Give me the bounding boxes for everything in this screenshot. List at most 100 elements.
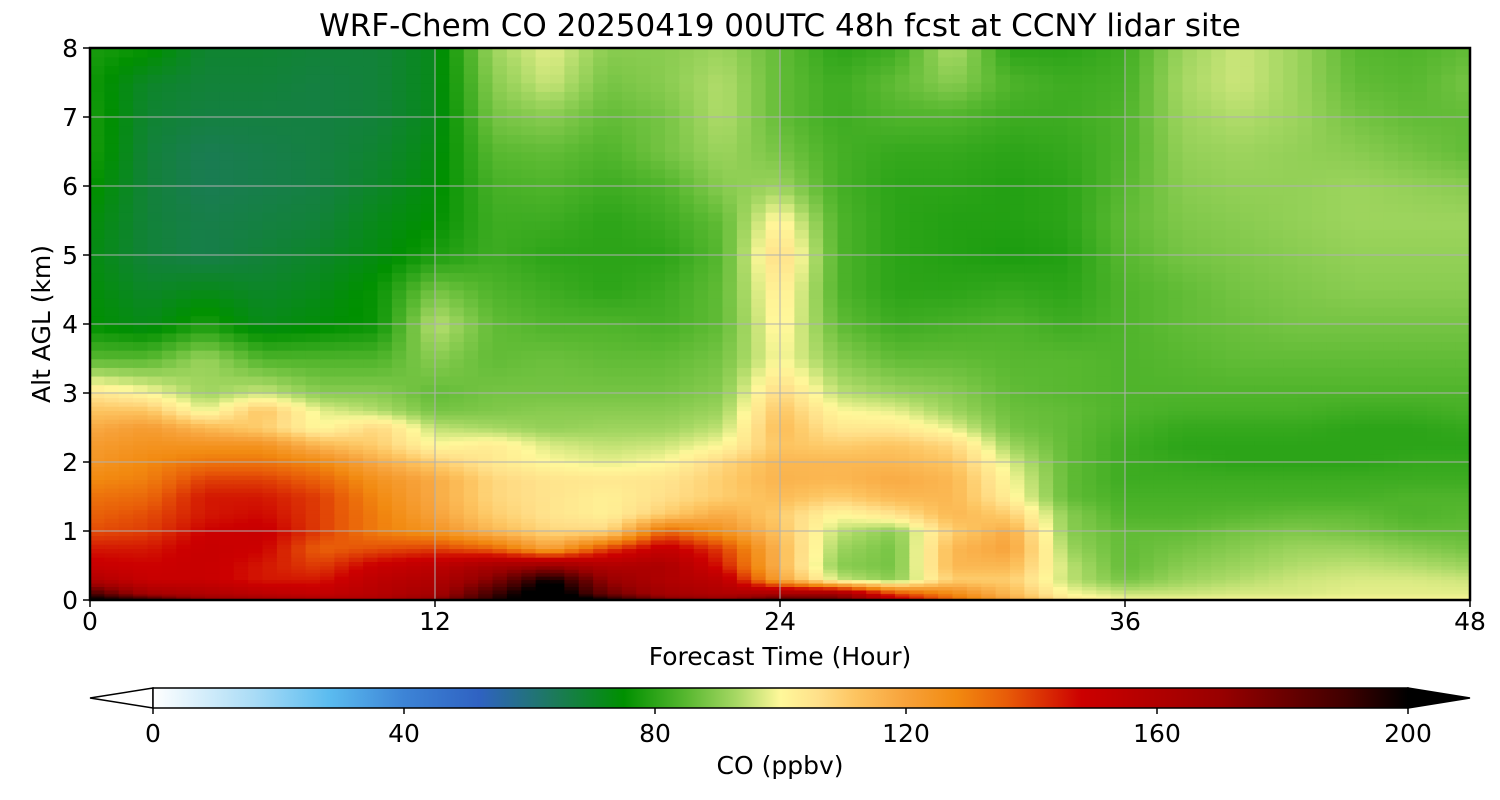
heatmap-cell xyxy=(406,589,422,594)
heatmap-cell xyxy=(420,561,436,567)
heatmap-cell xyxy=(966,500,983,506)
heatmap-cell xyxy=(578,423,594,429)
heatmap-cell xyxy=(1340,457,1356,463)
heatmap-cell xyxy=(1369,505,1385,511)
heatmap-cell xyxy=(535,575,551,581)
heatmap-cell xyxy=(1268,575,1284,581)
heatmap-cell xyxy=(823,596,839,600)
heatmap-cell xyxy=(521,505,537,511)
heatmap-cell xyxy=(1053,487,1069,493)
heatmap-cell xyxy=(521,479,537,485)
heatmap-cell xyxy=(1455,449,1471,455)
heatmap-cell xyxy=(1340,582,1356,587)
heatmap-cell xyxy=(1369,410,1385,416)
heatmap-cell xyxy=(895,431,911,437)
heatmap-cell xyxy=(1096,466,1112,472)
heatmap-cell xyxy=(305,518,321,524)
heatmap-cell xyxy=(1067,466,1083,472)
heatmap-cell xyxy=(895,518,911,524)
heatmap-cell xyxy=(176,552,192,558)
heatmap-cell xyxy=(449,496,465,502)
heatmap-cell xyxy=(1398,401,1414,407)
heatmap-cell xyxy=(1383,531,1399,537)
heatmap-cell xyxy=(650,568,666,574)
heatmap-cell xyxy=(1398,572,1414,577)
heatmap-cell xyxy=(506,594,523,598)
heatmap-cell xyxy=(851,453,868,459)
heatmap-cell xyxy=(593,453,609,459)
heatmap-cell xyxy=(895,487,911,493)
heatmap-cell xyxy=(952,561,968,567)
heatmap-cell xyxy=(981,586,997,591)
heatmap-cell xyxy=(1369,436,1385,442)
heatmap-cell xyxy=(463,509,479,515)
heatmap-cell xyxy=(837,500,853,506)
heatmap-cell xyxy=(708,548,724,554)
heatmap-cell xyxy=(176,410,192,416)
heatmap-cell xyxy=(1311,522,1328,528)
heatmap-cell xyxy=(1038,470,1054,476)
heatmap-cell xyxy=(205,505,221,511)
heatmap-cell xyxy=(1441,393,1457,399)
heatmap-cell xyxy=(578,401,594,407)
heatmap-cell xyxy=(679,405,695,412)
heatmap-cell xyxy=(1297,556,1313,562)
heatmap-cell xyxy=(837,561,853,567)
heatmap-cell xyxy=(262,552,278,558)
heatmap-cell xyxy=(1355,526,1371,532)
heatmap-cell xyxy=(693,440,709,446)
heatmap-cell xyxy=(665,418,681,424)
heatmap-cell xyxy=(1311,552,1328,558)
heatmap-cell xyxy=(621,414,638,420)
heatmap-cell xyxy=(1081,440,1098,446)
heatmap-cell xyxy=(118,535,134,541)
heatmap-cell xyxy=(363,572,379,577)
heatmap-cell xyxy=(219,561,235,567)
heatmap-cell xyxy=(909,457,925,463)
heatmap-cell xyxy=(923,522,939,528)
heatmap-cell xyxy=(90,509,106,515)
heatmap-cell xyxy=(219,440,235,446)
heatmap-cell xyxy=(1355,513,1371,519)
heatmap-cell xyxy=(1110,449,1126,455)
heatmap-cell xyxy=(334,505,350,511)
heatmap-cell xyxy=(161,470,178,476)
heatmap-cell xyxy=(233,453,249,459)
heatmap-cell xyxy=(1398,596,1414,600)
heatmap-cell xyxy=(923,535,939,541)
heatmap-cell xyxy=(1168,397,1184,403)
heatmap-cell xyxy=(1024,496,1040,502)
heatmap-cell xyxy=(147,414,163,420)
heatmap-cell xyxy=(736,513,753,519)
heatmap-cell xyxy=(578,526,594,532)
heatmap-cell xyxy=(334,596,350,600)
heatmap-cell xyxy=(1067,535,1083,541)
heatmap-cell xyxy=(1211,572,1227,577)
heatmap-cell xyxy=(1182,496,1198,502)
heatmap-cell xyxy=(794,474,810,481)
heatmap-cell xyxy=(521,531,537,537)
heatmap-cell xyxy=(233,572,249,577)
heatmap-cell xyxy=(1139,565,1155,570)
heatmap-cell xyxy=(909,572,925,577)
heatmap-cell xyxy=(808,436,824,442)
heatmap-cell xyxy=(435,479,451,485)
heatmap-cell xyxy=(550,492,566,498)
heatmap-cell xyxy=(435,531,451,537)
heatmap-cell xyxy=(1455,479,1471,485)
heatmap-cell xyxy=(435,410,451,416)
heatmap-cell xyxy=(1225,518,1241,524)
heatmap-cell xyxy=(1153,526,1169,532)
heatmap-cell xyxy=(1081,483,1098,489)
heatmap-cell xyxy=(1412,572,1428,577)
heatmap-cell xyxy=(1283,505,1299,511)
heatmap-cell xyxy=(276,556,293,562)
heatmap-cell xyxy=(1139,431,1155,437)
heatmap-cell xyxy=(104,457,120,463)
heatmap-cell xyxy=(794,596,810,600)
heatmap-cell xyxy=(808,531,824,537)
heatmap-cell xyxy=(420,440,436,446)
heatmap-cell xyxy=(449,483,465,489)
heatmap-cell xyxy=(377,509,393,515)
heatmap-cell xyxy=(233,531,249,537)
